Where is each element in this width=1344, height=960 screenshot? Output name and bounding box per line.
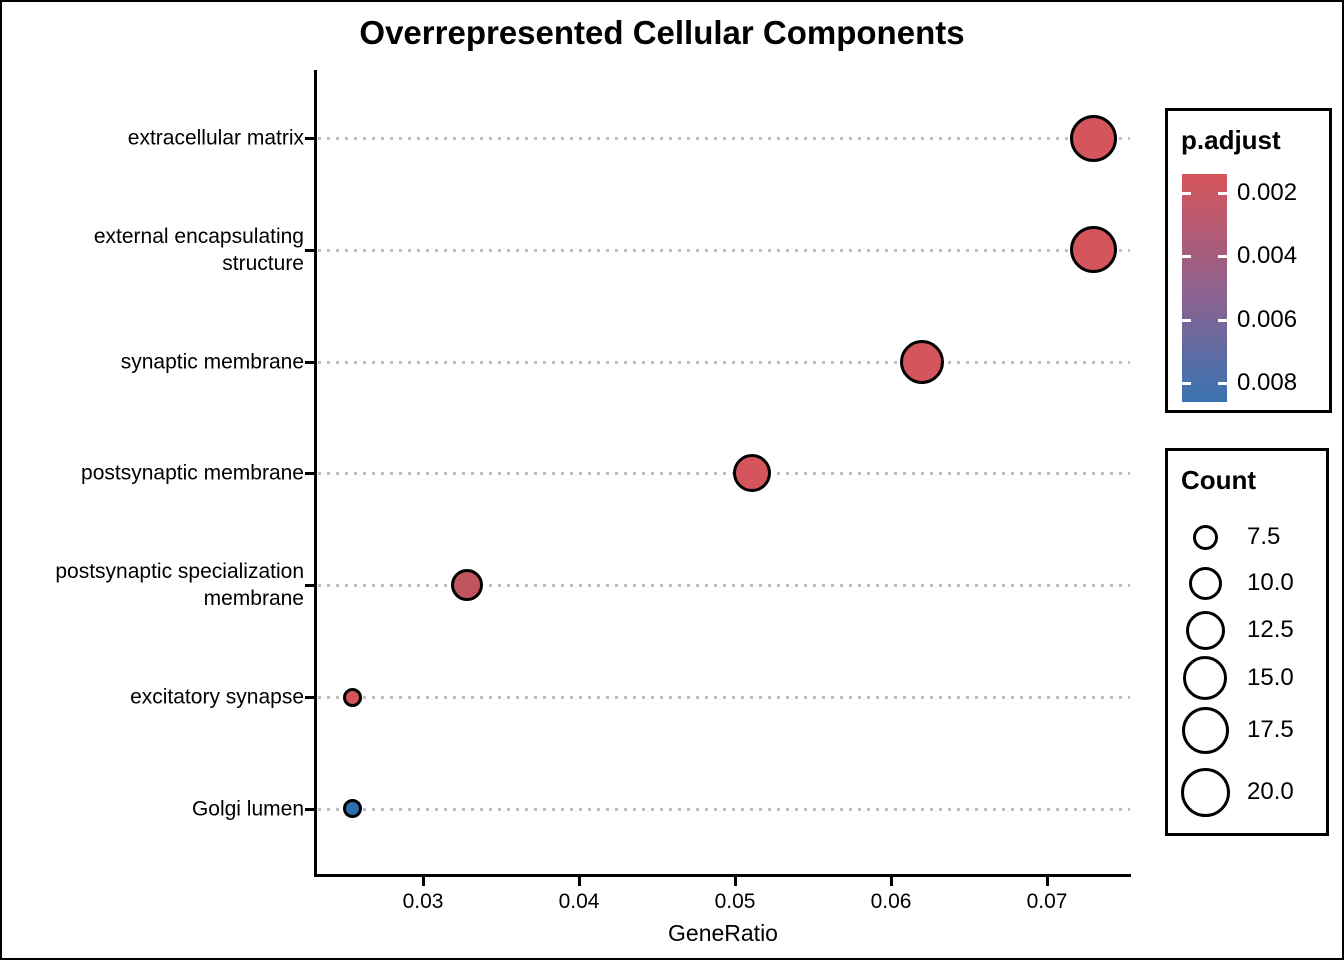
count-legend-label: 7.5 — [1247, 523, 1281, 550]
p-adjust-gradient-bar — [1182, 174, 1227, 402]
x-tick — [1046, 877, 1049, 886]
count-legend-label: 20.0 — [1247, 778, 1294, 805]
gradient-tick — [1218, 192, 1227, 195]
x-tick-label: 0.05 — [714, 890, 756, 913]
count-legend-title: Count — [1181, 465, 1257, 495]
y-axis-category-label: external encapsulating structure — [93, 224, 304, 275]
y-tick — [305, 248, 316, 252]
data-point-bubble — [733, 454, 772, 493]
y-axis-category-label: synaptic membrane — [120, 350, 304, 374]
chart-title: Overrepresented Cellular Components — [359, 14, 965, 51]
p-adjust-legend: p.adjust 0.002 0.004 0.006 0.008 — [1165, 108, 1332, 413]
y-tick — [305, 360, 316, 364]
count-legend-label: 10.0 — [1247, 569, 1294, 596]
data-point-bubble — [343, 799, 363, 819]
gridline — [318, 584, 1130, 588]
gridline — [318, 472, 1130, 476]
count-legend-label: 15.0 — [1247, 664, 1294, 691]
x-tick-label: 0.04 — [558, 890, 600, 913]
p-adjust-tick-label: 0.004 — [1237, 242, 1298, 270]
x-tick-label: 0.07 — [1026, 890, 1068, 913]
x-axis-line — [314, 874, 1131, 877]
x-tick — [734, 877, 737, 886]
data-point-bubble — [1070, 114, 1118, 162]
x-tick-label: 0.03 — [402, 890, 444, 913]
count-legend-circle — [1185, 610, 1225, 650]
data-point-bubble — [900, 339, 945, 384]
y-tick — [305, 584, 316, 588]
data-point-bubble — [343, 687, 363, 707]
gradient-tick — [1182, 382, 1191, 385]
data-point-bubble — [450, 569, 483, 602]
x-axis-title: GeneRatio — [668, 920, 778, 946]
gridline — [318, 360, 1130, 364]
count-legend-label: 17.5 — [1247, 716, 1294, 743]
p-adjust-tick-label: 0.002 — [1237, 179, 1298, 206]
y-tick — [305, 696, 316, 700]
x-tick — [578, 877, 581, 886]
count-legend-label: 12.5 — [1247, 616, 1294, 643]
p-adjust-legend-title: p.adjust — [1181, 125, 1281, 155]
count-legend-circle — [1192, 524, 1218, 550]
x-tick — [422, 877, 425, 886]
x-tick — [890, 877, 893, 886]
y-axis-category-label: postsynaptic membrane — [81, 461, 304, 485]
count-legend-circle — [1188, 566, 1222, 600]
gradient-tick — [1218, 255, 1227, 259]
p-adjust-tick-label: 0.006 — [1237, 305, 1298, 333]
count-legend-circle — [1181, 706, 1229, 754]
count-legend-circle — [1180, 767, 1230, 817]
y-axis-line — [314, 70, 317, 877]
gridline — [318, 248, 1130, 252]
y-tick — [305, 137, 316, 140]
y-tick — [305, 472, 316, 476]
count-legend-circle — [1183, 656, 1227, 700]
gridline — [318, 696, 1130, 700]
gridline — [318, 137, 1130, 140]
gridline — [318, 807, 1130, 811]
count-legend: Count 7.5 10.0 12.5 15.0 17.5 20.0 — [1165, 448, 1329, 836]
x-tick-label: 0.06 — [870, 890, 912, 913]
gradient-tick — [1182, 318, 1191, 322]
gradient-tick — [1182, 255, 1191, 259]
data-point-bubble — [1070, 226, 1118, 274]
y-axis-category-label: Golgi lumen — [191, 797, 304, 821]
p-adjust-tick-label: 0.008 — [1237, 369, 1298, 396]
gradient-tick — [1182, 192, 1191, 195]
y-tick — [305, 807, 316, 811]
gradient-tick — [1218, 382, 1227, 385]
gradient-tick — [1218, 318, 1227, 322]
y-axis-category-label: extracellular matrix — [127, 126, 304, 150]
y-axis-category-label: postsynaptic specialization membrane — [55, 560, 304, 611]
y-axis-category-label: excitatory synapse — [130, 685, 304, 709]
